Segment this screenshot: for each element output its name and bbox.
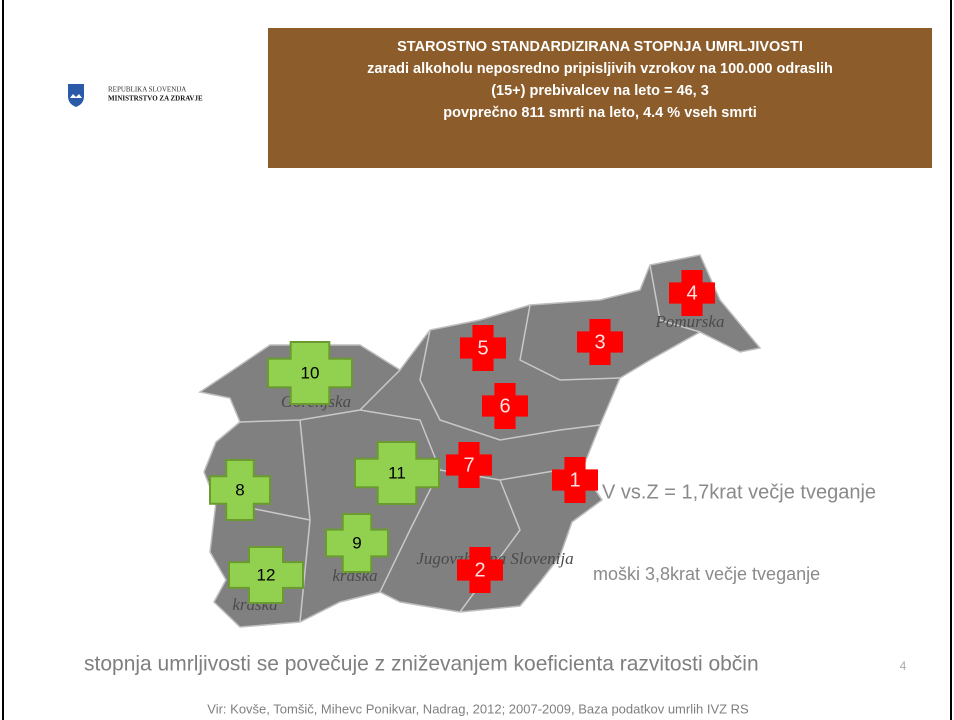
title-box xyxy=(268,28,932,168)
marker-label: 7 xyxy=(463,454,474,476)
red-marker xyxy=(446,442,492,488)
marker-label: 8 xyxy=(235,480,244,499)
red-marker xyxy=(577,319,623,365)
marker-label: 4 xyxy=(686,282,697,304)
marker-label: 2 xyxy=(474,559,485,581)
red-marker xyxy=(482,383,528,429)
note: moški 3,8krat večje tveganje xyxy=(593,564,820,584)
logo-mountain xyxy=(70,94,82,98)
region-label: Jugovzhodna Slovenija xyxy=(416,549,573,568)
marker-label: 12 xyxy=(257,565,276,584)
marker-label: 6 xyxy=(499,395,510,417)
note: V vs.Z = 1,7krat večje tveganje xyxy=(602,481,876,503)
green-marker xyxy=(354,441,440,505)
green-marker xyxy=(267,341,353,405)
marker-label: 9 xyxy=(352,533,361,552)
green-marker xyxy=(209,459,271,521)
border xyxy=(239,369,401,423)
border xyxy=(649,264,701,333)
green-marker xyxy=(325,513,389,573)
logo-shield xyxy=(68,84,84,107)
title-line: (15+) prebivalcev na leto = 46, 3 xyxy=(491,83,709,99)
title-line: STAROSTNO STANDARDIZIRANA STOPNJA UMRLJI… xyxy=(397,39,803,55)
marker-label: 3 xyxy=(594,331,605,353)
red-marker xyxy=(669,270,715,316)
title: STAROSTNO STANDARDIZIRANA STOPNJA UMRLJI… xyxy=(367,39,833,121)
title-line: zaradi alkoholu neposredno pripisljivih … xyxy=(367,61,833,77)
border xyxy=(419,329,601,441)
logo-line1: REPUBLIKA SLOVENIJA xyxy=(108,86,186,94)
red-marker xyxy=(552,457,598,503)
green-marker xyxy=(228,546,304,604)
source: Vir: Kovše, Tomšič, Mihevc Ponikvar, Nad… xyxy=(207,701,749,716)
marker-label: 11 xyxy=(388,463,406,482)
statement: stopnja umrljivosti se povečuje z znižev… xyxy=(84,653,759,676)
page-number: 4 xyxy=(900,659,907,673)
red-marker xyxy=(457,547,503,593)
marker-label: 5 xyxy=(477,337,488,359)
title-line: povprečno 811 smrti na leto, 4.4 % vseh … xyxy=(443,105,757,121)
marker-label: 1 xyxy=(569,469,580,491)
logo-line2: MINISTRSTVO ZA ZDRAVJE xyxy=(108,95,203,103)
red-marker xyxy=(460,325,506,371)
marker-label: 10 xyxy=(301,363,320,382)
border xyxy=(519,304,621,381)
region-label: Pomurska xyxy=(655,312,725,331)
